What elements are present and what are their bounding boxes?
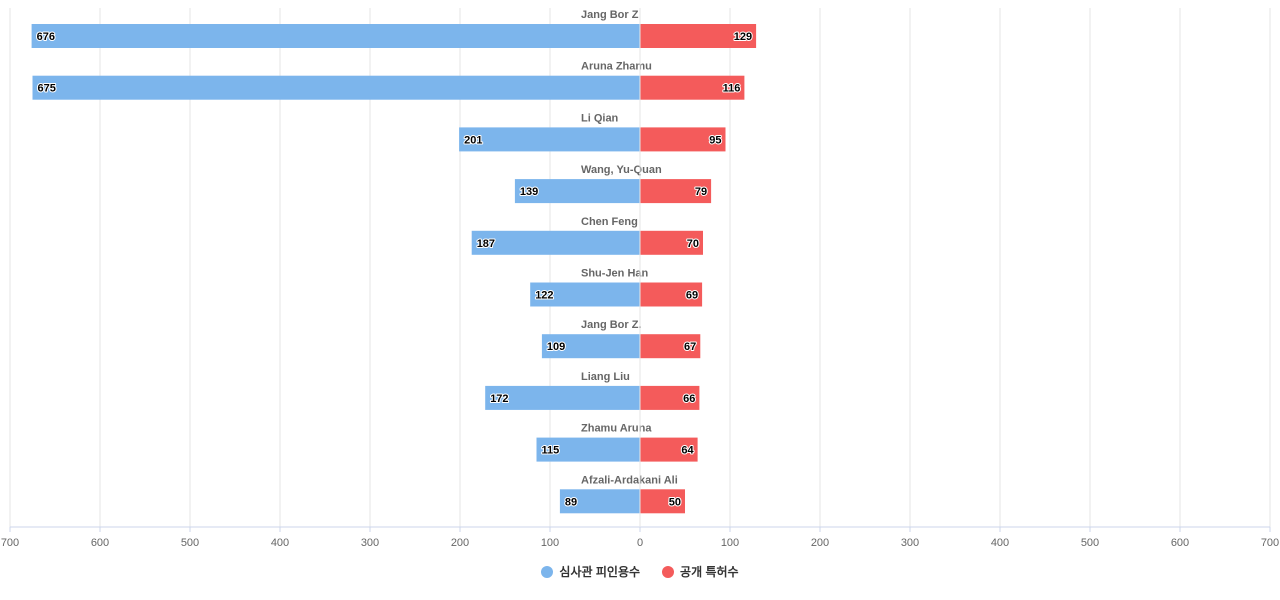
bar-citations[interactable] [471,230,640,255]
legend-item-citations[interactable]: 심사관 피인용수 [541,563,640,580]
legend: 심사관 피인용수 공개 특허수 [0,563,1280,580]
x-tick-label: 500 [181,537,199,549]
data-label-citations: 676 [37,31,55,43]
diverging-bar-chart: 700 600 500 400 300 200 100 0 100 200 300 400 500 600… [1,8,1279,549]
bar-citations[interactable] [32,75,641,100]
x-tick-label: 600 [91,537,109,549]
x-tick-label: 300 [361,537,379,549]
x-tick-label: 0 [637,537,643,549]
bar-patents[interactable] [640,24,757,48]
category-label: Afzali-Ardakani Ali [581,474,678,486]
x-tick-label: 600 [1171,537,1189,549]
category-label: Wang, Yu-Quan [581,164,662,176]
data-label-citations: 89 [565,496,577,508]
data-label-citations: 139 [520,186,538,198]
data-label-patents: 129 [734,31,752,43]
legend-marker-citations [541,565,554,578]
bar-citations[interactable] [31,24,641,48]
bar-citations[interactable] [559,489,640,514]
category-label: Aruna Zhamu [581,61,652,73]
data-label-patents: 70 [687,238,699,250]
category-label: Li Qian [581,112,619,124]
data-label-patents: 64 [681,445,694,457]
bar-patents[interactable] [640,437,698,462]
data-label-patents: 79 [695,186,707,198]
bar-patents[interactable] [640,127,726,152]
category-label: Jang Bor Z. [581,319,642,331]
data-label-citations: 122 [535,290,553,302]
legend-item-patents[interactable]: 공개 특허수 [662,563,739,580]
data-label-citations: 187 [477,238,495,250]
data-label-patents: 66 [683,393,695,405]
bar-patents[interactable] [640,489,685,514]
bar-patents[interactable] [640,179,712,204]
x-tick-label: 300 [901,537,919,549]
bar-citations[interactable] [459,127,640,152]
x-tick-label: 400 [271,537,289,549]
bar-citations[interactable] [485,385,640,410]
category-label: Jang Bor Z [581,9,639,21]
x-tick-label: 400 [991,537,1009,549]
data-label-citations: 675 [38,83,56,95]
category-label: Zhamu Aruna [581,423,652,435]
data-label-patents: 95 [709,134,721,146]
legend-label-patents: 공개 특허수 [680,565,739,579]
x-tick-label: 500 [1081,537,1099,549]
data-label-citations: 172 [490,393,508,405]
data-label-patents: 67 [684,341,696,353]
category-label: Chen Feng [581,216,638,228]
bar-patents[interactable] [640,334,701,359]
legend-label-citations: 심사관 피인용수 [559,565,641,579]
bar-patents[interactable] [640,75,745,100]
bar-citations[interactable] [541,334,640,359]
bar-citations[interactable] [536,437,641,462]
x-tick-label: 100 [541,537,559,549]
bar-patents[interactable] [640,230,703,255]
x-tick-label: 100 [721,537,739,549]
legend-marker-patents [662,565,675,578]
x-tick-label: 200 [811,537,829,549]
data-label-citations: 201 [464,134,482,146]
data-label-citations: 115 [542,445,560,457]
x-tick-label: 700 [1,537,19,549]
category-label: Shu-Jen Han [581,268,649,280]
x-tick-label: 200 [451,537,469,549]
x-tick-label: 700 [1261,537,1279,549]
bar-patents[interactable] [640,282,703,307]
data-label-citations: 109 [547,341,565,353]
bar-patents[interactable] [640,385,700,410]
data-label-patents: 69 [686,290,698,302]
data-label-patents: 116 [723,83,741,95]
data-label-patents: 50 [669,496,681,508]
category-label: Liang Liu [581,371,630,383]
bar-citations[interactable] [530,282,640,307]
bar-citations[interactable] [514,179,640,204]
